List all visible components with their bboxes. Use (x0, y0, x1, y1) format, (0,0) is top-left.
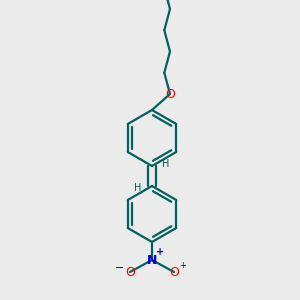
Text: O: O (169, 266, 179, 278)
Text: +: + (180, 262, 186, 271)
Text: O: O (165, 88, 175, 100)
Text: H: H (162, 159, 170, 169)
Text: O: O (125, 266, 135, 278)
Text: −: − (115, 263, 125, 273)
Text: H: H (134, 183, 142, 193)
Text: N: N (147, 254, 157, 266)
Text: +: + (156, 247, 164, 257)
